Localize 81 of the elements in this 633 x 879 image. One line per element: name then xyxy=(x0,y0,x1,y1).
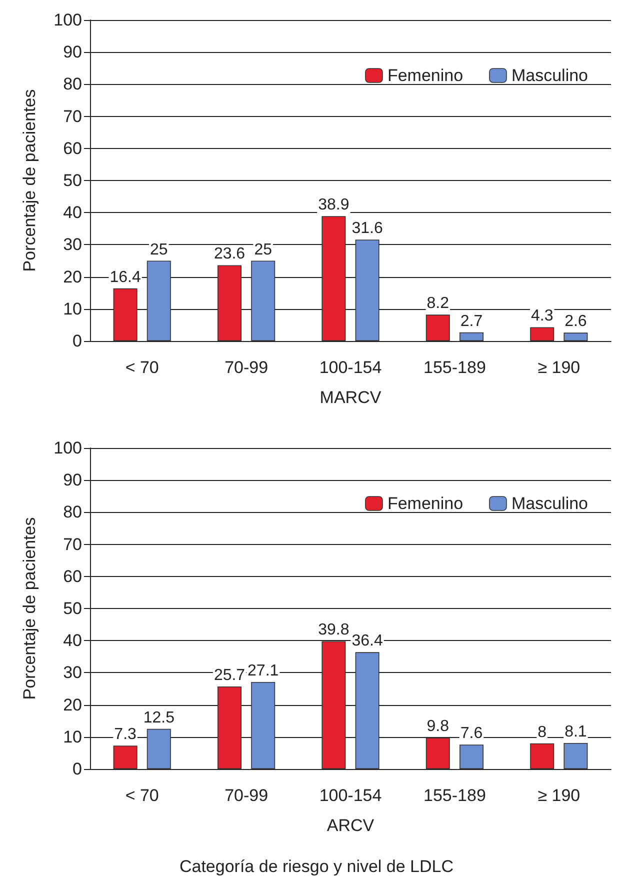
x-tick-label: 100-154 xyxy=(319,358,382,377)
y-axis-title: Porcentaje de pacientes xyxy=(20,89,39,272)
bar xyxy=(355,240,380,341)
y-tick-label: 90 xyxy=(63,42,82,62)
bar xyxy=(355,652,380,769)
data-label: 7.3 xyxy=(114,726,137,744)
bar xyxy=(146,728,171,769)
bar xyxy=(460,332,484,341)
data-label: 27.1 xyxy=(248,662,279,680)
y-tick-label: 80 xyxy=(63,74,82,94)
data-label: 16.4 xyxy=(110,268,141,286)
bar xyxy=(530,327,554,341)
y-tick-label: 80 xyxy=(63,502,82,522)
y-tick-label: 0 xyxy=(72,760,82,778)
y-tick-label: 30 xyxy=(63,663,82,682)
data-label: 25 xyxy=(150,241,168,258)
bar xyxy=(564,332,588,341)
data-label: 36.4 xyxy=(352,632,383,650)
data-label: 8 xyxy=(538,724,547,741)
bar xyxy=(322,216,346,341)
legend-label: Femenino xyxy=(387,494,464,513)
y-axis-title: Porcentaje de pacientes xyxy=(20,517,39,700)
y-tick-label: 70 xyxy=(63,534,82,554)
x-axis-title: ARCV xyxy=(326,816,375,835)
bar xyxy=(530,743,554,769)
data-label: 25.7 xyxy=(214,667,246,684)
data-label: 38.9 xyxy=(318,196,350,214)
x-tick-label: < 70 xyxy=(125,358,159,377)
y-tick-label: 60 xyxy=(63,138,82,158)
x-tick-label: 155-189 xyxy=(424,786,486,805)
legend-label: Femenino xyxy=(387,66,464,85)
y-tick-label: 50 xyxy=(63,171,82,190)
data-label: 39.8 xyxy=(318,622,350,639)
data-label: 12.5 xyxy=(143,709,175,726)
bar xyxy=(460,744,484,769)
legend-label: Masculino xyxy=(511,494,588,513)
data-label: 8.1 xyxy=(564,724,587,740)
x-axis-title: MARCV xyxy=(320,388,382,407)
x-tick-label: 70-99 xyxy=(224,786,268,805)
data-label: 2.6 xyxy=(564,313,587,330)
data-label: 4.3 xyxy=(530,308,554,325)
y-tick-label: 100 xyxy=(54,10,82,30)
y-tick-label: 20 xyxy=(63,695,82,714)
y-tick-label: 40 xyxy=(63,203,82,222)
y-tick-label: 90 xyxy=(63,470,82,490)
bar xyxy=(251,682,276,769)
data-label: 8.2 xyxy=(426,295,450,312)
x-tick-label: ≥ 190 xyxy=(538,358,580,377)
bar xyxy=(251,260,276,341)
y-tick-label: 0 xyxy=(72,332,82,350)
x-tick-label: 155-189 xyxy=(424,358,486,377)
data-label: 9.8 xyxy=(426,718,450,736)
y-tick-label: 20 xyxy=(63,267,82,286)
y-tick-label: 10 xyxy=(63,299,82,318)
x-tick-label: < 70 xyxy=(125,786,159,805)
data-label: 31.6 xyxy=(352,220,383,238)
bar xyxy=(218,265,242,341)
x-tick-label: 70-99 xyxy=(224,358,268,377)
legend-label: Masculino xyxy=(511,66,588,85)
bar xyxy=(426,314,450,341)
y-tick-label: 40 xyxy=(63,631,82,650)
y-tick-label: 30 xyxy=(63,235,82,254)
bar xyxy=(146,260,171,341)
bar xyxy=(113,746,138,769)
bar xyxy=(426,738,450,769)
data-label: 25 xyxy=(254,241,272,258)
bar xyxy=(322,641,346,769)
data-label: 23.6 xyxy=(214,246,246,263)
y-tick-label: 60 xyxy=(63,566,82,586)
data-label: 7.6 xyxy=(460,725,483,742)
data-label: 2.7 xyxy=(460,312,483,330)
x-tick-label: 100-154 xyxy=(319,786,382,805)
bar xyxy=(564,743,588,769)
bar xyxy=(218,686,242,769)
y-tick-label: 70 xyxy=(63,106,82,126)
text: Categoría de riesgo y nivel de LDLC xyxy=(179,857,454,876)
y-tick-label: 100 xyxy=(54,438,82,458)
y-tick-label: 50 xyxy=(63,599,82,618)
x-tick-label: ≥ 190 xyxy=(538,786,580,805)
y-tick-label: 10 xyxy=(63,727,82,746)
bar xyxy=(113,288,138,341)
